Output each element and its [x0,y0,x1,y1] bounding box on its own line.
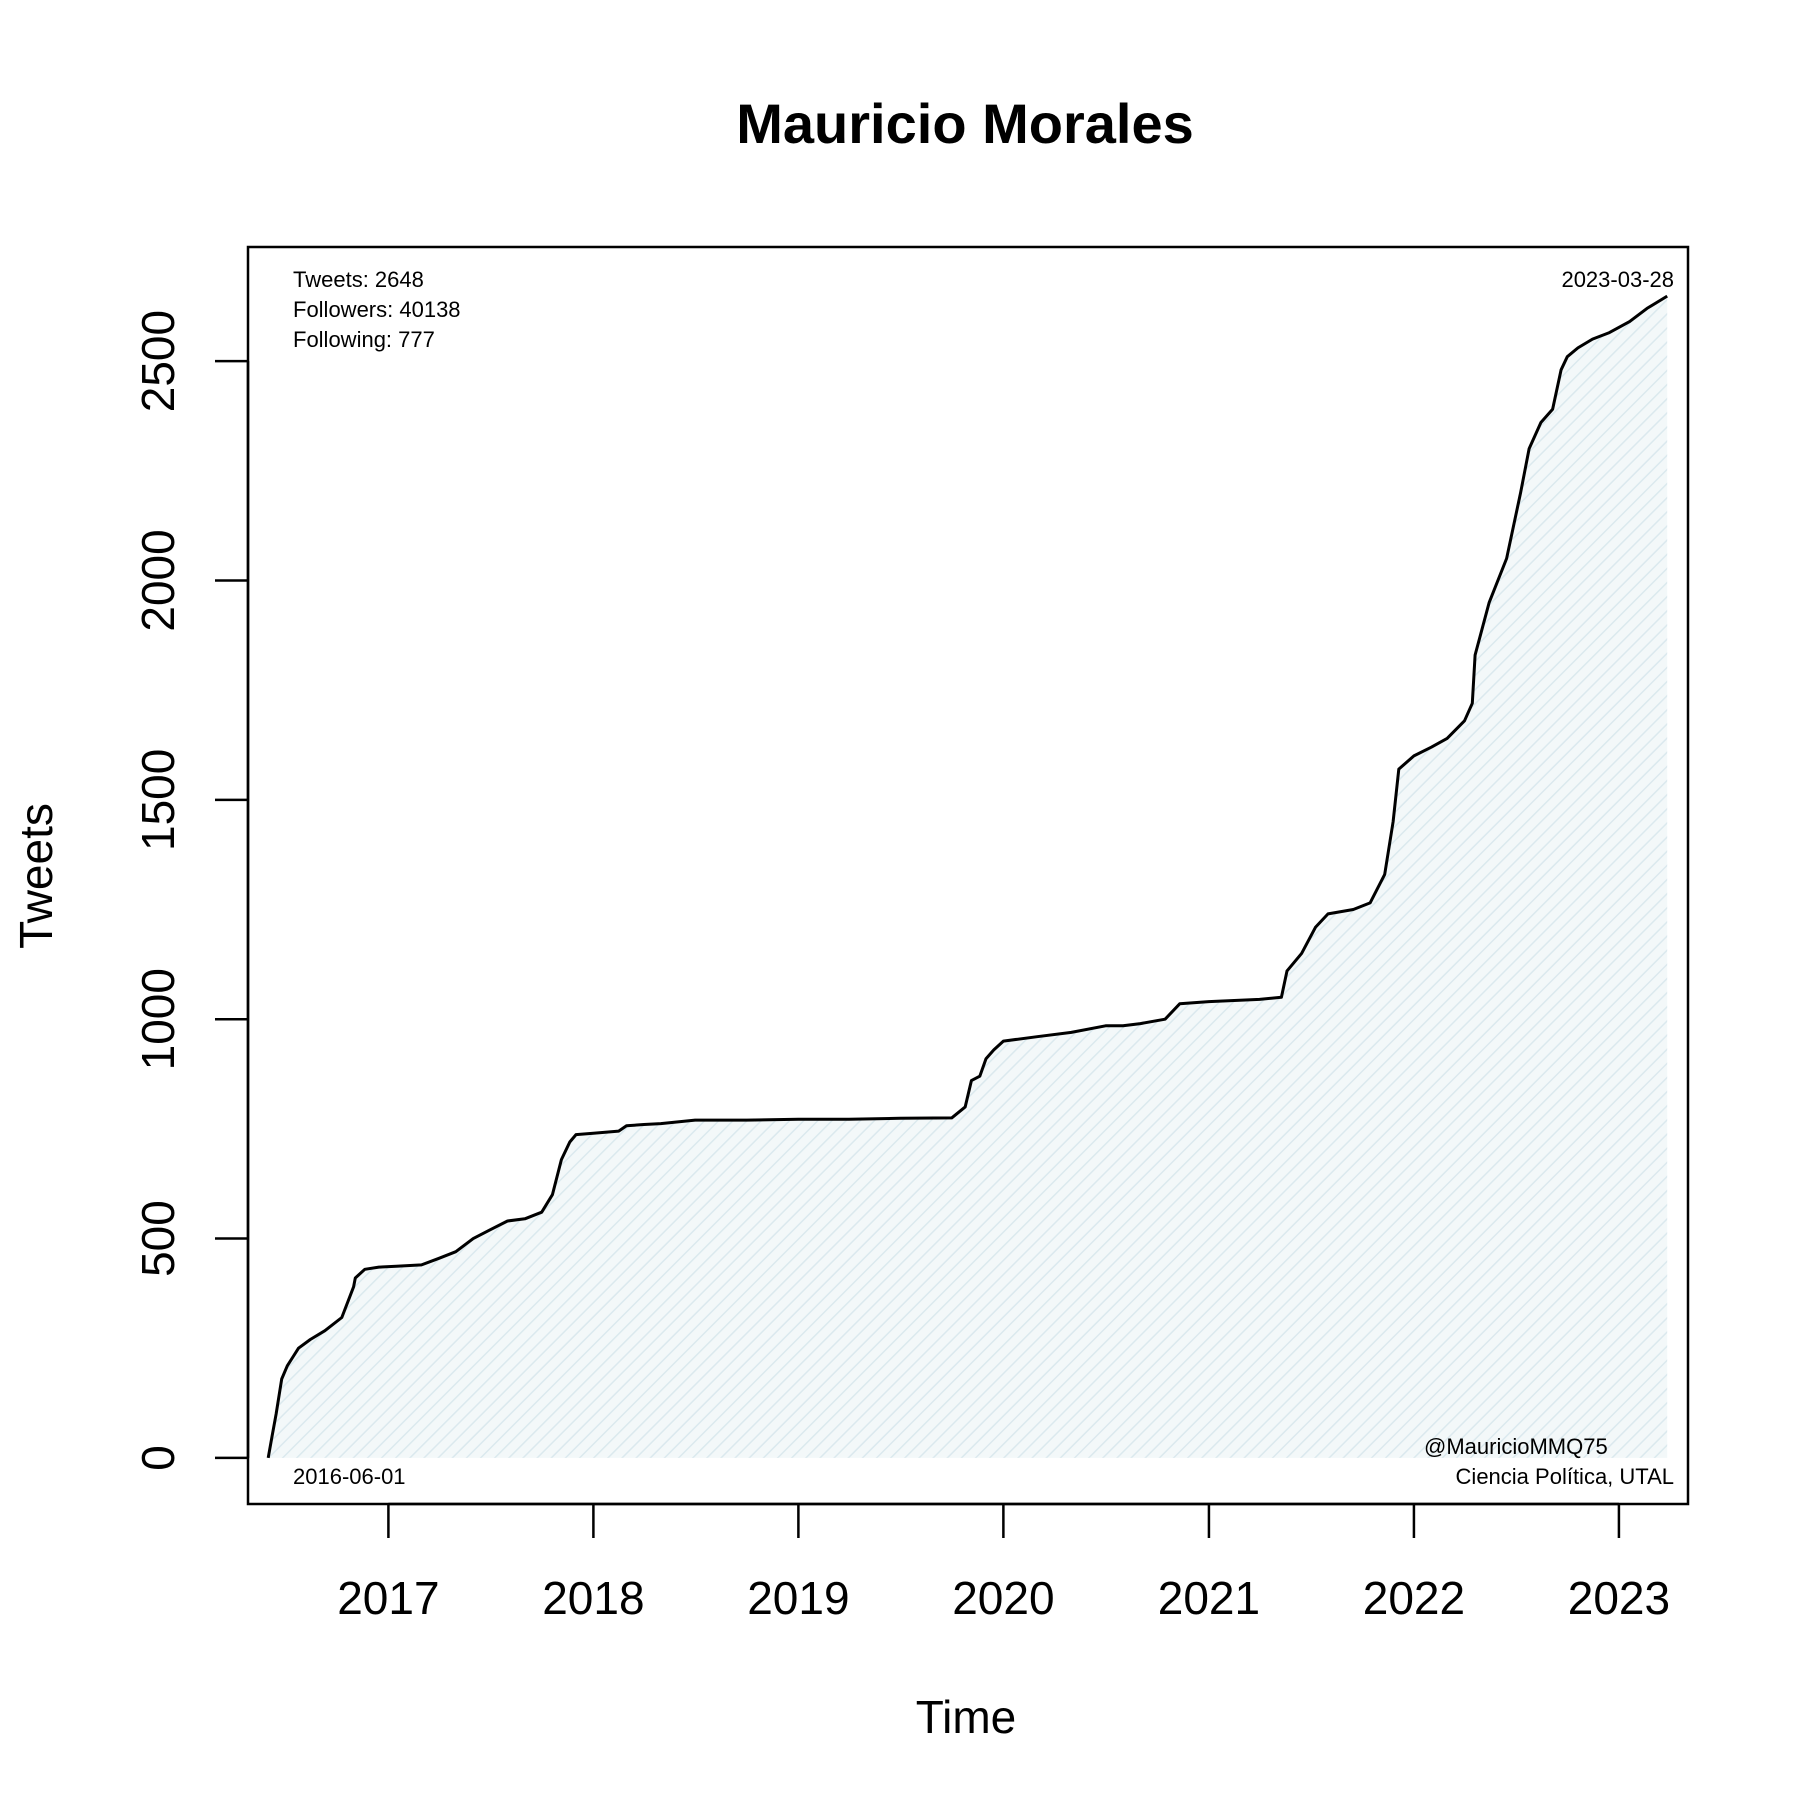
y-axis-label: Tweets [10,803,62,949]
x-tick-label: 2017 [337,1572,439,1624]
x-tick-label: 2018 [542,1572,644,1624]
affiliation-annotation: Ciencia Política, UTAL [1456,1464,1674,1489]
handle-annotation: @MauricioMMQ75 [1424,1434,1608,1459]
x-tick-label: 2020 [952,1572,1054,1624]
y-tick-label: 2000 [132,529,184,631]
start-date-annotation: 2016-06-01 [293,1464,406,1489]
y-tick-label: 2500 [132,310,184,412]
tweets-count-annotation: Tweets: 2648 [293,267,424,292]
x-tick-label: 2022 [1363,1572,1465,1624]
chart-title: Mauricio Morales [736,92,1193,155]
y-tick-label: 500 [132,1200,184,1277]
tweets-series-line [266,294,1668,1459]
end-date-annotation: 2023-03-28 [1561,267,1674,292]
y-tick-label: 0 [132,1445,184,1471]
y-tick-label: 1500 [132,749,184,851]
x-axis-label: Time [916,1691,1017,1743]
tweets-area-fill [268,296,1668,1458]
following-count-annotation: Following: 777 [293,327,435,352]
followers-count-annotation: Followers: 40138 [293,297,461,322]
y-tick-label: 1000 [132,968,184,1070]
x-axis: 2017 2018 2019 2020 2021 2022 2023 [337,1502,1670,1624]
x-tick-label: 2021 [1158,1572,1260,1624]
y-axis: 0 500 1000 1500 2000 2500 [132,310,250,1471]
x-tick-label: 2019 [747,1572,849,1624]
x-tick-label: 2023 [1568,1572,1670,1624]
